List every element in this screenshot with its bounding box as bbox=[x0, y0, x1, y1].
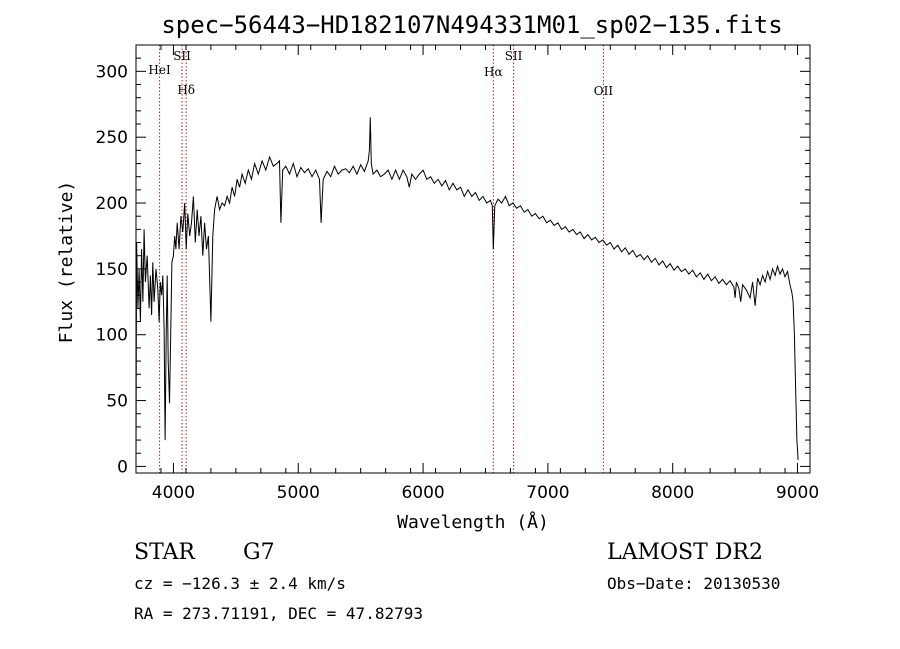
x-tick-label: 9000 bbox=[776, 483, 819, 503]
y-tick-label: 50 bbox=[106, 392, 128, 412]
y-tick-label: 0 bbox=[117, 457, 128, 477]
spectral-line-label: HeI bbox=[148, 63, 171, 77]
y-tick-label: 200 bbox=[96, 194, 128, 214]
survey-name: LAMOST DR2 bbox=[607, 540, 763, 565]
spectral-line-label: SII bbox=[505, 49, 523, 63]
y-tick-label: 250 bbox=[96, 128, 128, 148]
y-axis-ticks: 0 50 100 150 200 250 300 bbox=[96, 44, 810, 477]
y-tick-label: 150 bbox=[96, 260, 128, 280]
object-subclass: G7 bbox=[243, 540, 275, 565]
y-tick-label: 100 bbox=[96, 326, 128, 346]
x-tick-label: 8000 bbox=[651, 483, 694, 503]
y-tick-label: 300 bbox=[96, 62, 128, 82]
x-tick-label: 4000 bbox=[152, 483, 195, 503]
spectral-line-label: OII bbox=[594, 84, 614, 98]
spectrum-line bbox=[135, 117, 799, 460]
coordinates-readout: RA = 273.71191, DEC = 47.82793 bbox=[134, 604, 423, 623]
object-class: STAR bbox=[134, 540, 196, 565]
spectral-line-label: SII bbox=[173, 49, 191, 63]
spectrum-series bbox=[135, 117, 799, 460]
chart-title: spec−56443−HD182107N494331M01_sp02−135.f… bbox=[161, 11, 782, 39]
spectral-line-label: Hα bbox=[484, 65, 503, 79]
x-axis-label: Wavelength (Å) bbox=[397, 511, 549, 533]
redshift-readout: cz = −126.3 ± 2.4 km/s bbox=[134, 574, 346, 593]
y-axis-label: Flux (relative) bbox=[56, 181, 77, 344]
x-tick-label: 6000 bbox=[401, 483, 444, 503]
x-axis-ticks: 4000 5000 6000 7000 8000 9000 bbox=[135, 45, 819, 503]
spectral-line-label: Hδ bbox=[177, 83, 195, 97]
obs-date: Obs−Date: 20130530 bbox=[607, 574, 780, 593]
x-tick-label: 7000 bbox=[526, 483, 569, 503]
x-tick-label: 5000 bbox=[277, 483, 320, 503]
plot-frame bbox=[135, 44, 811, 474]
